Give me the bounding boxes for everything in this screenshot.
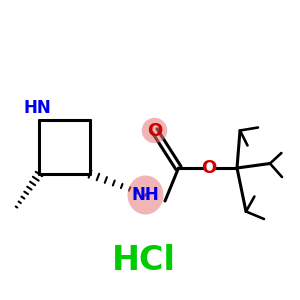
Ellipse shape: [142, 118, 167, 143]
Text: O: O: [147, 122, 162, 140]
Text: O: O: [201, 159, 216, 177]
Ellipse shape: [128, 176, 164, 214]
Text: HCl: HCl: [112, 244, 176, 278]
Text: NH: NH: [132, 186, 159, 204]
Text: HN: HN: [24, 99, 51, 117]
